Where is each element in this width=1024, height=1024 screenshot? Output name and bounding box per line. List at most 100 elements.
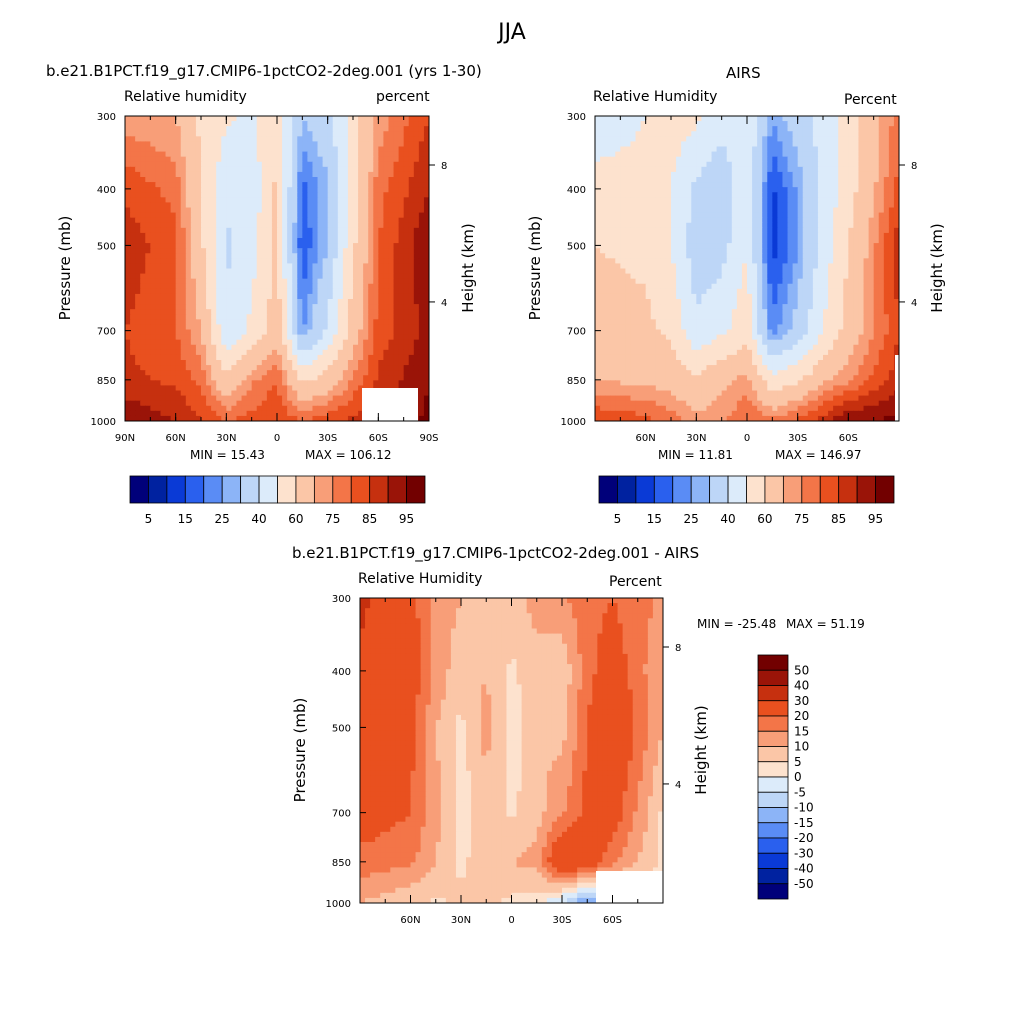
contour-cell — [165, 227, 172, 234]
contour-cell — [332, 207, 339, 214]
contour-cell — [312, 288, 319, 295]
contour-cell — [226, 380, 233, 387]
contour-cell — [246, 212, 253, 219]
contour-cell — [893, 202, 899, 209]
contour-cell — [292, 156, 298, 163]
contour-cell — [261, 187, 268, 193]
contour-cell — [676, 212, 682, 219]
contour-cell — [686, 116, 692, 122]
contour-cell — [236, 283, 243, 290]
contour-cell — [261, 238, 268, 244]
contour-cell — [135, 299, 141, 305]
contour-cell — [610, 151, 616, 158]
contour-cell — [413, 227, 420, 234]
contour-cell — [711, 151, 718, 158]
contour-cell — [615, 121, 621, 127]
contour-cell — [696, 222, 703, 229]
contour-cell — [752, 166, 758, 173]
contour-cell — [216, 222, 222, 229]
contour-cell — [170, 309, 177, 315]
contour-cell — [206, 187, 212, 193]
contour-cell — [332, 283, 339, 290]
contour-cell — [226, 268, 233, 275]
contour-cell — [413, 273, 420, 280]
contour-cell — [190, 293, 197, 300]
contour-cell — [353, 299, 359, 305]
contour-cell — [317, 222, 324, 229]
contour-cell — [757, 171, 763, 178]
contour-cell — [241, 405, 248, 412]
contour-cell — [681, 187, 687, 193]
contour-cell — [236, 131, 243, 137]
contour-cell — [251, 141, 258, 148]
contour-cell — [312, 263, 319, 270]
contour-cell — [716, 131, 723, 137]
contour-cell — [125, 258, 131, 265]
contour-cell — [322, 370, 329, 376]
contour-cell — [170, 365, 177, 371]
contour-cell — [155, 395, 162, 402]
contour-cell — [297, 360, 303, 366]
contour-cell — [231, 370, 238, 376]
contour-cell — [206, 349, 212, 356]
contour-cell — [731, 192, 738, 198]
contour-cell — [403, 232, 410, 239]
contour-cell — [777, 217, 784, 224]
contour-cell — [686, 217, 692, 224]
contour-cell — [610, 182, 616, 188]
contour-cell — [358, 217, 364, 224]
contour-cell — [312, 293, 319, 300]
contour-cell — [201, 344, 207, 351]
contour-cell — [287, 126, 293, 132]
contour-cell — [302, 232, 309, 239]
contour-cell — [383, 177, 390, 183]
contour-cell — [322, 385, 329, 392]
contour-cell — [292, 293, 298, 300]
contour-cell — [762, 212, 768, 219]
contour-cell — [671, 126, 677, 132]
contour-cell — [282, 309, 288, 315]
contour-cell — [848, 151, 855, 158]
contour-cell — [342, 329, 349, 336]
contour-cell — [413, 136, 420, 143]
contour-cell — [241, 360, 248, 366]
contour-cell — [630, 151, 637, 158]
contour-cell — [347, 212, 354, 219]
contour-cell — [327, 248, 334, 254]
contour-cell — [231, 405, 238, 412]
contour-cell — [292, 141, 298, 148]
contour-cell — [216, 263, 222, 270]
contour-cell — [125, 197, 131, 204]
contour-cell — [277, 171, 283, 178]
contour-cell — [130, 293, 136, 300]
contour-cell — [408, 273, 415, 280]
contour-cell — [180, 116, 187, 122]
contour-cell — [337, 380, 344, 387]
contour-cell — [160, 146, 167, 153]
contour-cell — [368, 365, 374, 371]
contour-cell — [140, 319, 146, 326]
contour-cell — [767, 182, 773, 188]
contour-cell — [180, 415, 187, 421]
contour-cell — [256, 192, 263, 198]
contour-cell — [706, 136, 713, 143]
contour-cell — [145, 293, 151, 300]
contour-cell — [317, 248, 324, 254]
contour-cell — [363, 232, 369, 239]
panel2-units-label: Percent — [844, 92, 897, 108]
contour-cell — [211, 238, 217, 244]
contour-cell — [378, 238, 385, 244]
contour-cell — [175, 375, 182, 381]
contour-cell — [363, 263, 369, 270]
contour-cell — [762, 161, 768, 168]
contour-cell — [125, 243, 131, 249]
contour-cell — [165, 182, 172, 188]
contour-cell — [398, 141, 405, 148]
contour-cell — [378, 324, 385, 331]
contour-cell — [145, 400, 151, 407]
contour-cell — [165, 385, 172, 392]
contour-cell — [873, 136, 880, 143]
contour-cell — [231, 187, 238, 193]
contour-cell — [312, 395, 319, 402]
contour-cell — [256, 207, 263, 214]
